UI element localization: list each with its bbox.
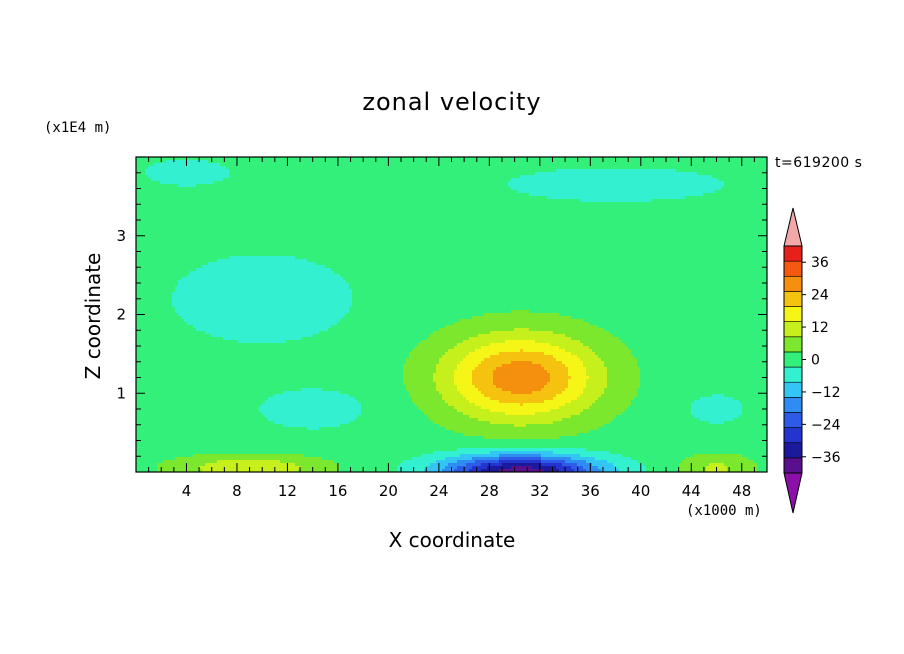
colorbar-tick-label: 24 <box>811 288 829 304</box>
x-tick-label: 32 <box>530 482 549 500</box>
colorbar-tick-label: −36 <box>811 450 841 466</box>
x-tick-label: 16 <box>328 482 347 500</box>
x-axis-label: X coordinate <box>0 528 904 552</box>
y-axis-units: (x1E4 m) <box>44 120 111 136</box>
x-tick-label: 8 <box>232 482 242 500</box>
x-tick-label: 44 <box>682 482 701 500</box>
colorbar-swatch <box>783 442 803 459</box>
x-tick-label: 48 <box>732 482 751 500</box>
x-tick-label: 20 <box>379 482 398 500</box>
x-tick-label: 4 <box>182 482 192 500</box>
colorbar-swatch <box>783 291 803 307</box>
chart-title: zonal velocity <box>0 88 904 116</box>
x-tick-label: 24 <box>429 482 448 500</box>
x-axis: 4 8 12 16 20 24 28 32 36 40 44 48 <box>148 157 755 500</box>
x-tick-label: 12 <box>278 482 297 500</box>
colorbar-swatch <box>783 245 803 262</box>
y-tick-label: 2 <box>116 306 126 324</box>
y-axis-label: Z coordinate <box>81 253 105 380</box>
colorbar-swatch <box>783 381 803 398</box>
colorbar-swatch <box>783 351 803 368</box>
colorbar-swatch <box>783 321 803 338</box>
colorbar-swatch <box>783 336 803 353</box>
colorbar-swatch <box>783 306 803 322</box>
colorbar-swatch <box>783 275 803 292</box>
x-axis-units: (x1000 m) <box>686 503 762 519</box>
colorbar-swatch <box>783 427 803 444</box>
colorbar-over-arrow <box>783 207 803 247</box>
y-tick-label: 1 <box>116 384 126 402</box>
colorbar-swatch <box>783 260 803 277</box>
colorbar-swatch <box>783 457 803 474</box>
time-label: t=619200 s <box>775 155 862 171</box>
colorbar-under-arrow <box>783 472 803 514</box>
colorbar-swatch <box>783 366 803 383</box>
colorbar-swatch <box>783 412 803 428</box>
colorbar-tick-label: −24 <box>811 417 841 433</box>
x-tick-label: 36 <box>581 482 600 500</box>
colorbar-swatch <box>783 397 803 413</box>
y-axis: 1 2 3 <box>116 172 767 457</box>
colorbar-tick-label: −12 <box>811 385 841 401</box>
contour-field <box>136 157 767 472</box>
colorbar-tick-label: 0 <box>811 353 820 369</box>
colorbar-tick-label: 12 <box>811 320 829 336</box>
colorbar: 36 24 12 0 −12 −24 −36 <box>783 207 841 514</box>
colorbar-tick-label: 36 <box>811 255 829 271</box>
y-tick-label: 3 <box>116 227 126 245</box>
x-tick-label: 28 <box>480 482 499 500</box>
x-tick-label: 40 <box>631 482 650 500</box>
